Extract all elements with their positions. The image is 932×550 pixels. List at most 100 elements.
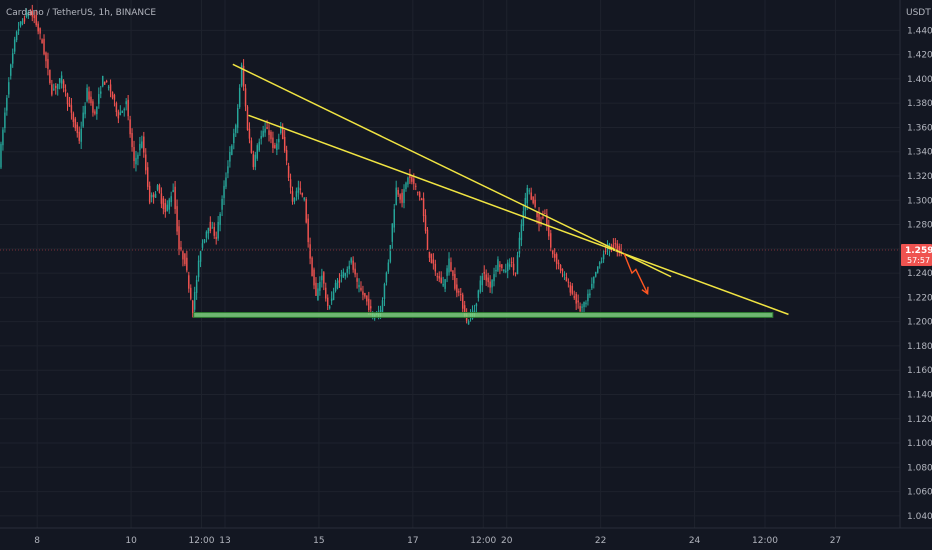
candle-body — [418, 192, 421, 198]
grid — [0, 0, 900, 528]
candle-body — [74, 118, 77, 129]
last-price-value: 1.259 — [905, 246, 932, 256]
candle-body — [252, 154, 255, 168]
candle-body — [201, 243, 204, 248]
countdown-value: 57:57 — [907, 256, 930, 265]
candle-body — [407, 177, 409, 185]
candle-body — [546, 214, 548, 225]
candle-body — [422, 198, 425, 217]
candle-body — [8, 82, 10, 95]
candle-body — [497, 259, 499, 271]
candle-body — [199, 251, 202, 262]
time-axis[interactable]: 8 10 12:00 13 15 17 12:00 20 22 24 12:00 27 — [0, 527, 932, 550]
candle-body — [125, 101, 127, 105]
candle-body — [612, 244, 615, 249]
candle-body — [416, 191, 419, 193]
candle-body — [395, 187, 397, 206]
candle-body — [428, 251, 431, 258]
candle-body — [86, 87, 88, 102]
y-tick-label: 1.100 — [907, 439, 932, 449]
candle-body — [350, 258, 352, 263]
candle-body — [358, 284, 360, 288]
candle-body — [182, 251, 184, 260]
candle-body — [190, 287, 192, 299]
candle-body — [219, 213, 221, 225]
candle-body — [581, 306, 583, 308]
candle-body — [600, 261, 603, 263]
candle-body — [381, 300, 384, 313]
candle-body — [356, 278, 358, 282]
candle-body — [399, 194, 401, 200]
candle-body — [70, 105, 73, 113]
candle-body — [583, 301, 585, 307]
candle-body — [391, 223, 394, 242]
candle-body — [62, 80, 65, 89]
candle-body — [548, 225, 550, 237]
candle-body — [168, 199, 170, 210]
candle-body — [387, 262, 390, 272]
candle-body — [270, 131, 272, 140]
candle-body — [514, 272, 517, 274]
candle-body — [19, 21, 22, 26]
candle-body — [56, 83, 59, 89]
candle-body — [489, 281, 491, 288]
candle-body — [520, 224, 523, 241]
candle-body — [538, 213, 540, 225]
candle-body — [37, 23, 39, 32]
candle-body — [589, 293, 591, 296]
candle-body — [209, 221, 212, 231]
candle-body — [29, 13, 32, 15]
candle-body — [366, 295, 368, 302]
candle-body — [405, 182, 407, 189]
candle-body — [2, 129, 4, 146]
y-tick-label: 1.240 — [907, 269, 932, 279]
candle-body — [338, 279, 341, 283]
candle-body — [550, 233, 552, 248]
candle-body — [309, 244, 311, 259]
x-tick-label: 12:00 — [189, 536, 215, 546]
candle-body — [109, 84, 112, 92]
candle-body — [487, 277, 489, 283]
candle-body — [534, 199, 536, 207]
candle-body — [313, 269, 315, 286]
candle-body — [21, 21, 24, 24]
resistance-trendline — [232, 63, 672, 278]
candle-body — [45, 52, 47, 62]
candle-body — [385, 272, 388, 283]
candle-body — [143, 136, 145, 153]
candle-body — [317, 288, 319, 301]
candle-body — [424, 215, 427, 231]
y-tick-label: 1.040 — [907, 512, 932, 522]
candle-body — [35, 15, 37, 26]
candle-body — [76, 124, 79, 134]
candle-body — [266, 127, 268, 129]
candle-body — [606, 244, 609, 249]
candle-body — [197, 260, 200, 278]
candle-body — [176, 206, 178, 232]
candle-body — [299, 188, 302, 190]
candle-body — [238, 87, 241, 108]
candle-body — [370, 306, 372, 309]
candle-body — [383, 284, 386, 300]
annotations — [193, 63, 789, 318]
candle-body — [225, 177, 227, 187]
candle-body — [88, 91, 90, 100]
candle-body — [352, 260, 354, 270]
y-tick-label: 1.300 — [907, 196, 932, 206]
candle-body — [413, 178, 415, 184]
candle-body — [33, 15, 35, 19]
candle-body — [150, 194, 153, 198]
candle-body — [485, 274, 487, 281]
candle-body — [0, 143, 2, 168]
candle-body — [213, 227, 215, 236]
candle-body — [567, 281, 570, 283]
candle-body — [233, 133, 235, 144]
candle-body — [158, 184, 161, 193]
candle-body — [15, 31, 18, 41]
candle-body — [328, 306, 331, 309]
candle-body — [303, 197, 305, 200]
candle-body — [152, 194, 155, 198]
y-tick-label: 1.440 — [907, 26, 932, 36]
